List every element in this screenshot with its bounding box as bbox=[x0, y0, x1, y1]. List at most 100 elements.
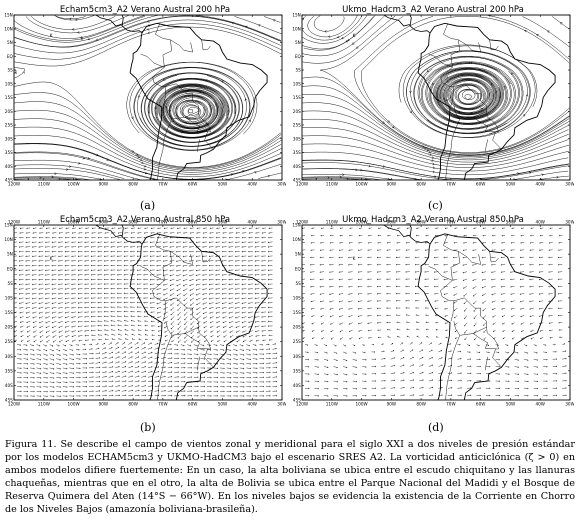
wind-vector-head bbox=[249, 349, 251, 351]
wind-vector bbox=[125, 338, 129, 341]
wind-vector-head bbox=[105, 352, 107, 354]
wind-vector bbox=[19, 311, 24, 314]
wind-vector-head bbox=[508, 380, 510, 382]
wind-vector bbox=[189, 288, 194, 291]
wind-vector bbox=[184, 339, 188, 343]
y-tick-label: 35S bbox=[5, 150, 13, 155]
wind-vector-head bbox=[31, 288, 34, 290]
wind-vector-head bbox=[79, 367, 81, 369]
wind-vector-head bbox=[434, 234, 437, 237]
wind-vector-head bbox=[262, 371, 265, 374]
wind-vector bbox=[248, 307, 253, 309]
wind-vector-head bbox=[336, 380, 339, 383]
wind-vector-head bbox=[202, 298, 204, 300]
wind-vector-head bbox=[203, 395, 206, 397]
wind-vector bbox=[462, 264, 468, 266]
wind-vector-head bbox=[92, 362, 94, 364]
wind-vector-head bbox=[25, 307, 27, 309]
wind-vector-head bbox=[215, 274, 217, 276]
wind-vector-head bbox=[221, 293, 224, 295]
wind-vector-head bbox=[58, 297, 60, 300]
wind-vector bbox=[462, 256, 468, 258]
wind-vector bbox=[143, 241, 149, 243]
wind-vector-head bbox=[72, 363, 75, 365]
wind-vector bbox=[255, 335, 260, 337]
wind-vector-head bbox=[500, 249, 503, 251]
wind-vector-head bbox=[31, 274, 34, 276]
wind-vector-head bbox=[131, 370, 133, 373]
streamline-arrow bbox=[14, 71, 17, 74]
wind-vector bbox=[235, 232, 240, 234]
wind-vector bbox=[46, 339, 50, 343]
wind-vector bbox=[473, 307, 477, 312]
wind-vector-head bbox=[144, 329, 146, 331]
wind-vector-head bbox=[39, 344, 41, 347]
wind-vector bbox=[56, 353, 61, 356]
wind-vector bbox=[248, 316, 253, 318]
wind-vector-head bbox=[234, 278, 237, 281]
wind-vector-head bbox=[123, 306, 125, 308]
wind-vector-head bbox=[248, 269, 250, 271]
wind-vector-head bbox=[230, 386, 232, 388]
wind-vector-head bbox=[248, 264, 250, 267]
wind-vector-head bbox=[123, 315, 125, 317]
wind-vector-head bbox=[223, 381, 225, 383]
wind-vector-head bbox=[269, 390, 271, 392]
wind-vector bbox=[419, 349, 423, 353]
streamline-arrow bbox=[205, 79, 208, 82]
wind-vector-head bbox=[355, 366, 358, 368]
wind-vector-head bbox=[171, 357, 173, 359]
wind-vector bbox=[362, 366, 367, 368]
wind-vector-head bbox=[103, 301, 106, 304]
wind-vector bbox=[182, 274, 188, 276]
wind-vector-head bbox=[441, 387, 443, 389]
wind-vector-head bbox=[222, 227, 225, 229]
wind-vector bbox=[71, 335, 76, 337]
wind-vector-head bbox=[241, 278, 243, 281]
wind-vector bbox=[330, 329, 334, 332]
wind-vector-head bbox=[564, 350, 567, 352]
wind-vector bbox=[38, 269, 44, 271]
wind-vector bbox=[170, 325, 175, 330]
streamline bbox=[354, 16, 570, 154]
wind-vector-head bbox=[519, 264, 521, 266]
wind-vector-head bbox=[469, 351, 471, 353]
wind-vector bbox=[447, 380, 453, 382]
wind-vector bbox=[45, 311, 50, 314]
wind-vector bbox=[492, 235, 496, 236]
wind-vector-head bbox=[125, 385, 127, 387]
wind-vector-head bbox=[124, 361, 127, 363]
wind-vector-head bbox=[183, 309, 186, 311]
wind-vector-head bbox=[136, 278, 138, 281]
wind-vector-head bbox=[414, 278, 417, 280]
wind-vector bbox=[117, 251, 122, 252]
wind-vector-head bbox=[373, 351, 376, 353]
wind-vector-head bbox=[348, 330, 351, 332]
wind-vector-head bbox=[223, 390, 225, 393]
wind-vector-head bbox=[25, 302, 27, 305]
wind-vector-head bbox=[510, 300, 512, 303]
wind-vector-head bbox=[164, 331, 166, 333]
wind-vector-head bbox=[157, 371, 160, 373]
wind-vector-head bbox=[59, 354, 61, 356]
wind-vector-head bbox=[520, 308, 522, 310]
wind-vector-head bbox=[386, 307, 388, 309]
x-tick-label: 60W bbox=[188, 402, 197, 407]
south-america-coast bbox=[129, 22, 268, 180]
wind-vector-head bbox=[52, 349, 54, 352]
wind-vector-head bbox=[492, 330, 495, 332]
wind-vector bbox=[147, 342, 152, 345]
wind-vector bbox=[400, 342, 403, 345]
wind-vector bbox=[150, 288, 155, 290]
streamline bbox=[302, 15, 307, 21]
wind-vector-head bbox=[425, 234, 427, 237]
wind-vector-head bbox=[243, 372, 245, 374]
wind-vector-head bbox=[64, 264, 66, 267]
wind-vector-head bbox=[190, 349, 192, 351]
wind-vector bbox=[304, 344, 309, 346]
wind-vector-head bbox=[414, 300, 417, 302]
wind-vector bbox=[121, 342, 126, 345]
y-tick-label: 25S bbox=[293, 339, 301, 344]
wind-vector bbox=[539, 300, 544, 302]
wind-vector bbox=[190, 227, 194, 229]
